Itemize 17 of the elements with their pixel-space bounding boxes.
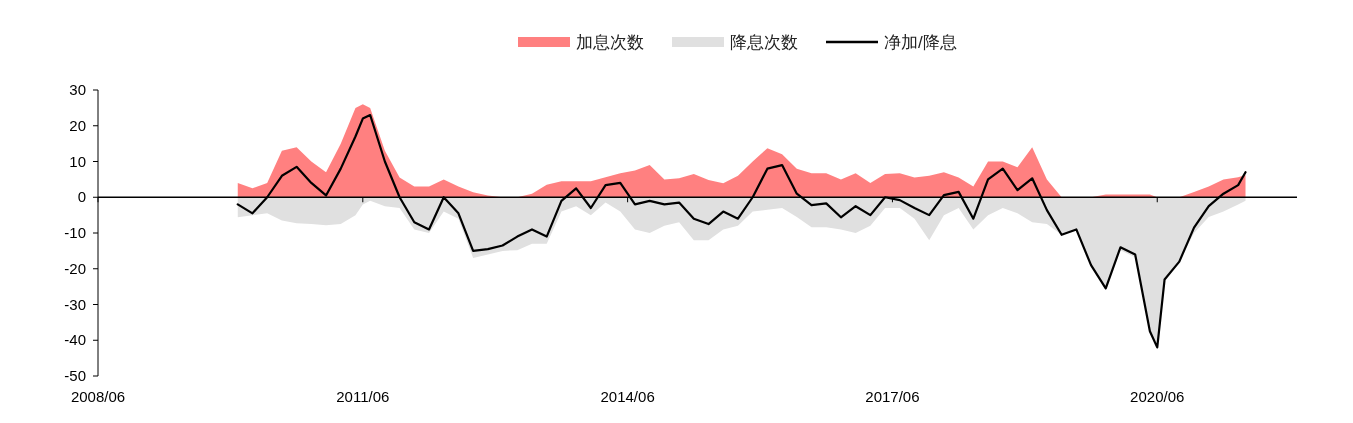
x-tick-label: 2008/06 [70, 388, 126, 405]
legend-label: 加息次数 [576, 33, 644, 52]
legend-label: 净加/降息 [884, 33, 957, 52]
y-tick-label: -10 [64, 224, 86, 241]
x-tick-label: 2014/06 [600, 388, 655, 405]
x-tick-label: 2020/06 [1130, 388, 1185, 405]
y-tick-label: 30 [69, 81, 86, 98]
y-tick-label: -20 [64, 259, 86, 277]
y-tick-label: 20 [69, 116, 86, 134]
x-tick-label: 2011/06 [336, 388, 390, 405]
y-tick-label: -40 [64, 331, 86, 349]
y-tick-label: -50 [64, 367, 86, 384]
y-tick-label: -30 [64, 295, 86, 313]
y-tick-label: 10 [69, 152, 86, 170]
legend-label: 降息次数 [730, 33, 798, 52]
y-tick-label: 0 [77, 188, 86, 206]
x-tick-label: 2017/06 [865, 388, 920, 405]
